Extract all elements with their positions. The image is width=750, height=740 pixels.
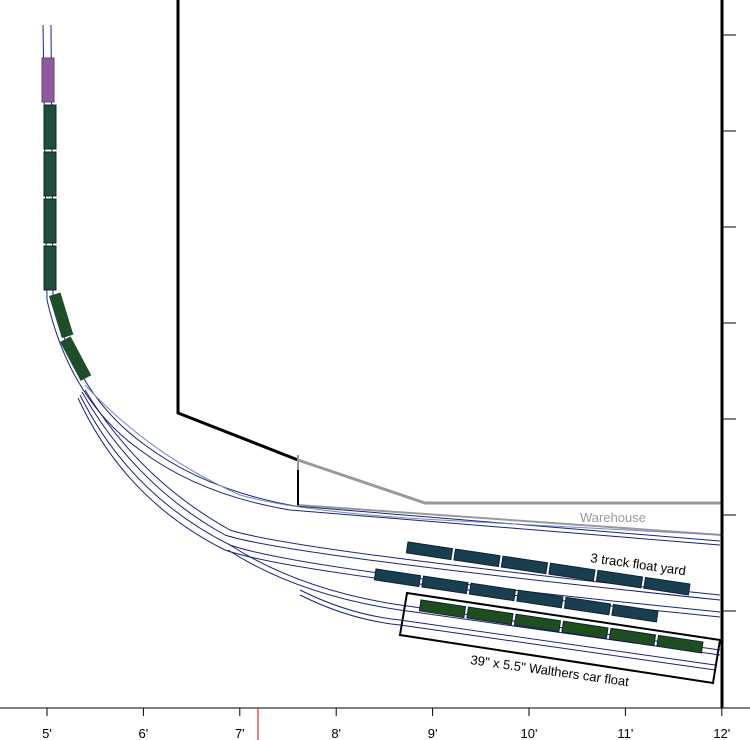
car	[453, 548, 501, 568]
car-float	[398, 591, 722, 685]
wall	[297, 458, 722, 505]
car	[500, 555, 549, 575]
car	[608, 627, 657, 647]
ruler-label: 6'	[139, 726, 149, 740]
car	[405, 541, 454, 561]
track	[81, 391, 721, 601]
ruler-label: 9'	[428, 726, 438, 740]
car	[561, 620, 609, 640]
ruler-label: 5'	[42, 726, 52, 740]
ruler-label: 7'	[235, 726, 245, 740]
track	[229, 544, 721, 651]
ruler-label: 8'	[331, 726, 341, 740]
cars	[41, 57, 704, 654]
ruler-label: 11'	[617, 726, 633, 740]
car	[548, 562, 596, 582]
locomotive	[41, 57, 55, 103]
ruler: 5' 6' 7' 8' 9' 10' 11' 12'	[42, 34, 736, 740]
car	[43, 198, 57, 244]
warehouse-label: Warehouse	[580, 510, 646, 525]
car	[421, 575, 469, 595]
car	[656, 634, 704, 654]
car	[595, 569, 644, 589]
car	[43, 245, 57, 291]
ruler-label: 10'	[521, 726, 538, 740]
car	[468, 582, 517, 602]
car	[373, 568, 422, 588]
car	[418, 599, 467, 619]
track	[42, 24, 721, 546]
track	[299, 589, 716, 666]
car	[643, 576, 691, 596]
ruler-label: 12'	[713, 726, 730, 740]
car	[516, 589, 564, 609]
car	[60, 336, 92, 381]
wall	[176, 0, 299, 462]
track	[227, 549, 721, 656]
car	[513, 613, 562, 633]
car	[466, 606, 514, 626]
car	[563, 596, 612, 616]
track	[84, 389, 721, 596]
car	[43, 104, 57, 150]
track	[299, 594, 716, 671]
car	[49, 292, 74, 339]
car	[611, 603, 659, 623]
track	[84, 384, 721, 536]
car	[43, 151, 57, 197]
